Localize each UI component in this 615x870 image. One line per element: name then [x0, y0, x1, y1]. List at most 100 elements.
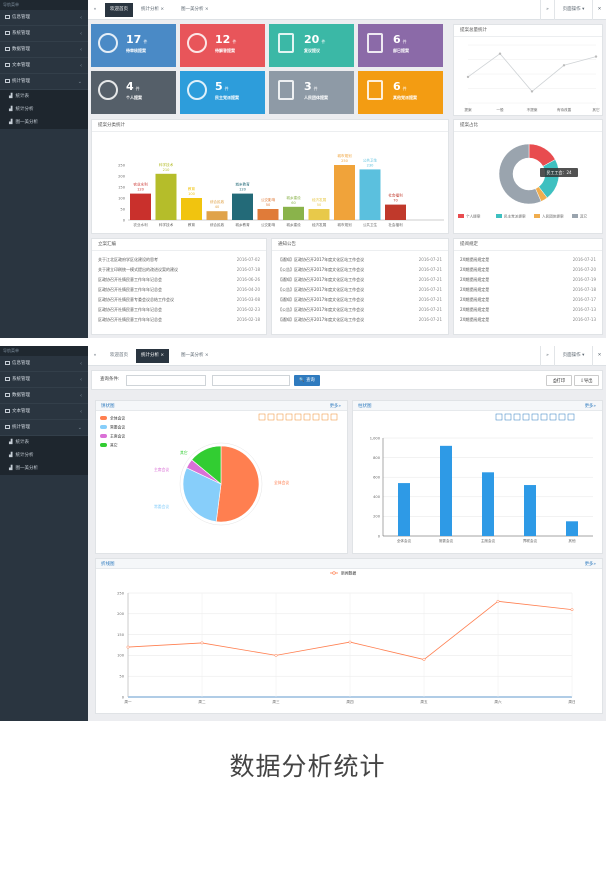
x-tick-label: 城乡教育: [235, 222, 250, 227]
tab-scroll-left-icon[interactable]: «: [93, 7, 97, 12]
notice-row[interactable]: 【通知】区政协召开2017年度文化区站工作会议 2016-07-21: [278, 255, 442, 264]
notice-row[interactable]: 【公告】区政协召开2017年度文化区站工作会议 2016-07-21: [278, 305, 442, 314]
notice-row[interactable]: 区政协召开社情民意工作年年记总会 2016-02-18: [98, 315, 260, 324]
bar: [566, 521, 578, 536]
sidebar-item[interactable]: 系统管理 ‹: [0, 372, 88, 388]
notice-row[interactable]: 2X期提阅规定是 2016-07-21: [460, 255, 596, 264]
sidebar-item[interactable]: 统计管理 ⌄: [0, 420, 88, 436]
sidebar-item[interactable]: 统计管理 ⌄: [0, 74, 88, 90]
notice-date: 2016-07-21: [418, 257, 442, 262]
sidebar-item[interactable]: 系统管理 ‹: [0, 26, 88, 42]
menu-icon: [5, 14, 10, 19]
sidebar-subitem[interactable]: ▟ 统计表: [0, 436, 88, 449]
stat-card[interactable]: 17 件待审核提案: [91, 24, 176, 67]
tab-chart[interactable]: 图一美分析 ×: [181, 353, 209, 358]
caption: 数据分析统计: [229, 752, 386, 781]
stat-card[interactable]: 3 件人民团体提案: [269, 71, 354, 114]
sidebar-header: 导航菜单: [0, 346, 88, 356]
sidebar-subitem[interactable]: ▟ 图一美分析: [0, 462, 88, 475]
bar-category-label: 综合民政: [210, 199, 225, 204]
sidebar-item[interactable]: 数据管理 ‹: [0, 42, 88, 58]
notice-row[interactable]: 2X期提阅规定是 2016-07-20: [460, 265, 596, 274]
notice-row[interactable]: 区政协召开社情民意专委会议总结工作会议 2016-03-08: [98, 295, 260, 304]
close-icon[interactable]: ✕: [592, 0, 606, 20]
pie-more-link[interactable]: 更多»: [329, 404, 341, 409]
notice-row[interactable]: 2X期提阅规定是 2016-07-13: [460, 315, 596, 324]
line-more-link[interactable]: 更多»: [584, 562, 596, 567]
stat-card-value: 20: [304, 33, 320, 46]
pie-panel: 饼状图 更多» 全体会议 常委会议 主席会议 其它 全体会议 常委会议 主席会议 其它: [95, 400, 348, 554]
legend-marker: [332, 571, 336, 575]
notice-row[interactable]: 区政协召开社情民意工作年年记总会 2016-04-20: [98, 285, 260, 294]
bar-value-label: 50: [266, 203, 271, 207]
bar-category-label: 农业水利: [133, 182, 148, 187]
toolbox-icon: [330, 413, 338, 421]
sidebar-subitem[interactable]: ▟ 统计分析: [0, 103, 88, 116]
page-ops-button[interactable]: 页面操作 ▾: [554, 346, 592, 366]
sidebar-item[interactable]: 数据管理 ‹: [0, 388, 88, 404]
legend-label: 个人提案: [466, 214, 481, 219]
notice-row[interactable]: 【通知】区政协召开2017年度文化区站工作会议 2016-07-21: [278, 295, 442, 304]
page-ops-button[interactable]: 页面操作 ▾: [554, 0, 592, 20]
stat-card[interactable]: 5 件民主党派提案: [180, 71, 265, 114]
tab-scroll-right-icon[interactable]: »: [540, 0, 554, 20]
notice-row[interactable]: 2X期提阅规定是 2016-07-19: [460, 275, 596, 284]
notice-row[interactable]: 2X期提阅规定是 2016-07-13: [460, 305, 596, 314]
sidebar-item[interactable]: 信息管理 ‹: [0, 356, 88, 372]
sidebar-item[interactable]: 信息管理 ‹: [0, 10, 88, 26]
notice-row[interactable]: 【通知】区政协召开2017年度文化区站工作会议 2016-07-21: [278, 275, 442, 284]
query-input-start[interactable]: [126, 375, 206, 386]
tab-scroll-left-icon[interactable]: «: [93, 353, 97, 358]
stat-card[interactable]: 12 件待解答提案: [180, 24, 265, 67]
stat-card[interactable]: 20 件复议提议: [269, 24, 354, 67]
sidebar-item[interactable]: 文本管理 ‹: [0, 404, 88, 420]
notice-title: 2X期提阅规定是: [460, 287, 490, 292]
stat-card-label: 其他党派提案: [393, 95, 417, 100]
notice-panel-3: 提阅规定 2X期提阅规定是 2016-07-21 2X期提阅规定是 2016-07-2…: [453, 238, 603, 335]
stat-card[interactable]: 6 件部已提案: [358, 24, 443, 67]
print-button[interactable]: ⎙打印: [546, 375, 572, 386]
sidebar-subitem[interactable]: ▟ 统计分析: [0, 449, 88, 462]
stat-card[interactable]: 4 件个人提案: [91, 71, 176, 114]
notice-row[interactable]: 关于江北区政府学区化建设的思考 2016-07-02: [98, 255, 260, 264]
notice-title: 【公告】区政协召开2017年度文化区站工作会议: [278, 267, 365, 272]
notice-title: 【通知】区政协召开2017年度文化区站工作会议: [278, 297, 365, 302]
x-tick-label: 全体会议: [397, 538, 412, 543]
sidebar-subitem[interactable]: ▟ 统计表: [0, 90, 88, 103]
notice-row[interactable]: 【通知】区政协召开2017年度文化区站工作会议 2016-07-21: [278, 315, 442, 324]
notice-row[interactable]: 【公告】区政协召开2017年度文化区站工作会议 2016-07-21: [278, 265, 442, 274]
tab-chart[interactable]: 图一美分析 ×: [181, 7, 209, 12]
stat-card-value: 5: [215, 80, 223, 93]
tab-stats[interactable]: 统计分析 ×: [136, 349, 170, 363]
data-point: [126, 645, 130, 649]
x-tick-label: 周二: [198, 699, 206, 704]
sidebar-subitem[interactable]: ▟ 图一美分析: [0, 116, 88, 129]
y-tick-label: 0: [378, 534, 381, 538]
legend-swatch: [100, 434, 107, 438]
tab-welcome[interactable]: 欢迎首页: [105, 3, 133, 17]
notice-date: 2016-07-21: [418, 267, 442, 272]
toolbox-icon: [276, 413, 284, 421]
tab-scroll-right-icon[interactable]: »: [540, 346, 554, 366]
notice-row[interactable]: 区政协召开社情民意工作年年记总会 2016-06-26: [98, 275, 260, 284]
bar-more-link[interactable]: 更多»: [584, 404, 596, 409]
notice-row[interactable]: 【公告】区政协召开2017年度文化区站工作会议 2016-07-21: [278, 285, 442, 294]
stat-card[interactable]: 6 件其他党派提案: [358, 71, 443, 114]
sidebar-item[interactable]: 文本管理 ‹: [0, 58, 88, 74]
search-button[interactable]: 🔍 查询: [294, 375, 320, 386]
tab-stats[interactable]: 统计分析 ×: [141, 7, 165, 12]
notice-row[interactable]: 关于建立印刷统一模式提出的改进议案的建议 2016-07-18: [98, 265, 260, 274]
tab-welcome[interactable]: 欢迎首页: [110, 353, 128, 358]
notice-title: 关于建立印刷统一模式提出的改进议案的建议: [98, 267, 178, 272]
chart-icon: ▟: [9, 107, 13, 112]
export-button[interactable]: ⇩导出: [574, 375, 599, 386]
notice-row[interactable]: 2X期提阅规定是 2016-07-18: [460, 285, 596, 294]
notice-row[interactable]: 2X期提阅规定是 2016-07-17: [460, 295, 596, 304]
close-icon[interactable]: ✕: [592, 346, 606, 366]
sidebar-header: 导航菜单: [0, 0, 88, 10]
query-input-end[interactable]: [212, 375, 290, 386]
sidebar-item-label: 系统管理: [12, 31, 30, 36]
notice-row[interactable]: 区政协召开社情民意工作年年记总会 2016-02-23: [98, 305, 260, 314]
chart-icon: ▟: [9, 440, 13, 445]
